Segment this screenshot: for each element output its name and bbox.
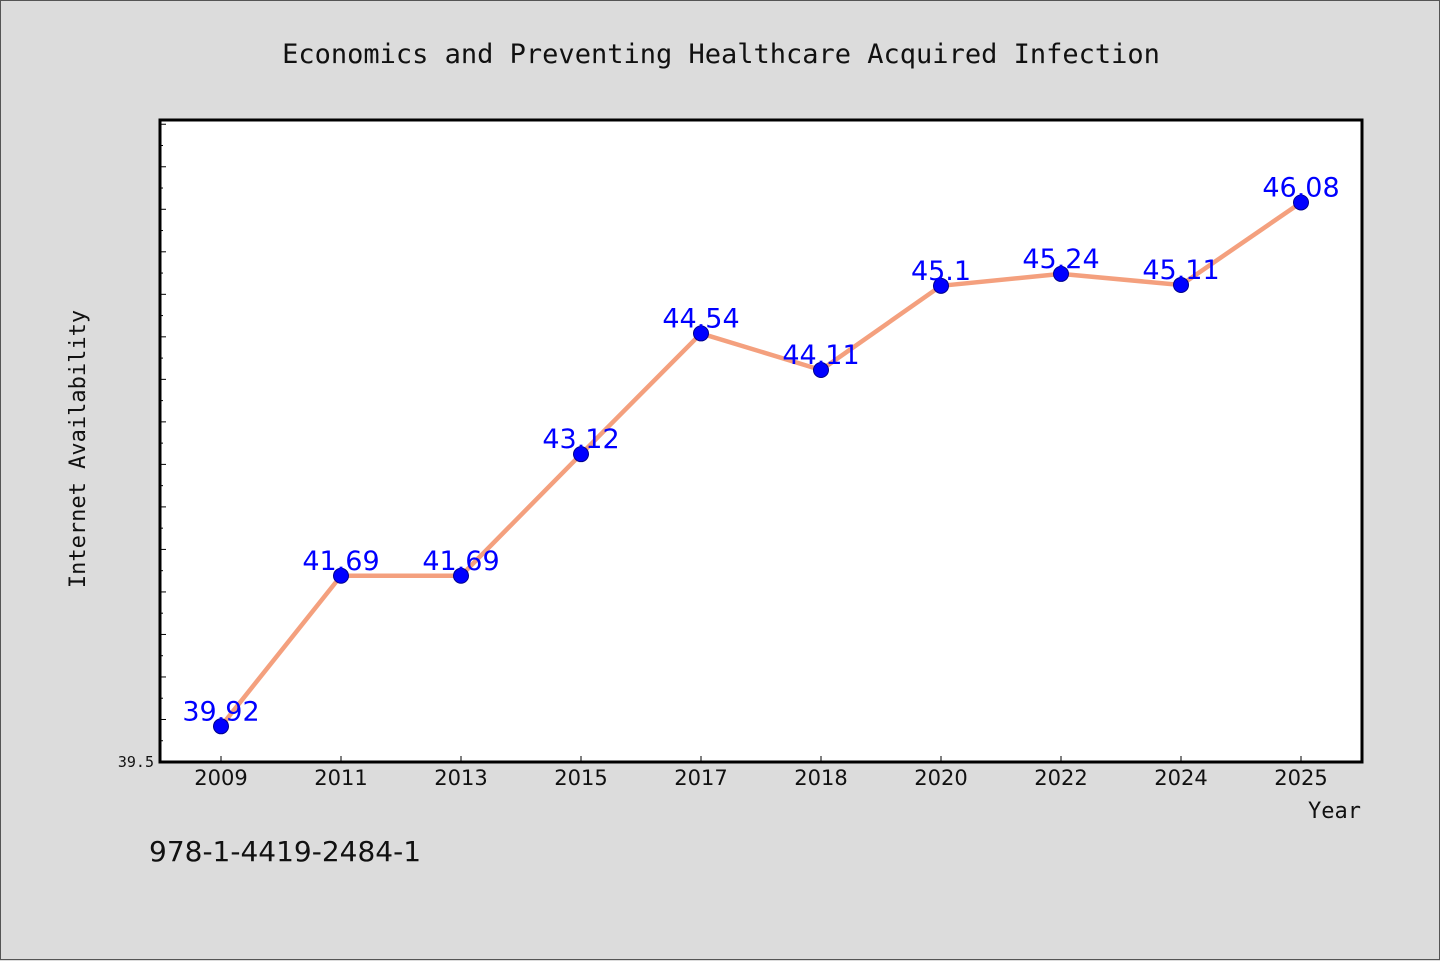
y-tick-label: 39.5 (118, 753, 154, 771)
data-label: 43.12 (542, 424, 619, 455)
data-label: 41.69 (422, 546, 499, 577)
data-point (333, 567, 349, 584)
data-label: 41.69 (302, 546, 379, 577)
isbn-text: 978-1-4419-2484-1 (149, 835, 422, 868)
data-point (933, 277, 949, 294)
data-point (693, 325, 709, 342)
series-markers (213, 194, 1309, 735)
data-label: 39.92 (182, 696, 259, 727)
data-labels: 39.92 41.69 41.69 43.12 44.54 44.11 45.1 45.24 4… (182, 172, 1339, 727)
data-point (573, 446, 589, 463)
data-label: 45.1 (911, 256, 971, 287)
x-tick-label: 2011 (314, 766, 367, 790)
x-tick-label: 2013 (434, 766, 487, 790)
data-point (213, 718, 229, 735)
x-tick-label: 2017 (674, 766, 727, 790)
x-axis-ticks (220, 756, 1302, 762)
data-label: 44.54 (662, 303, 739, 334)
y-axis-ticks (160, 123, 166, 763)
data-point (1173, 276, 1189, 293)
x-tick-label: 2025 (1274, 766, 1327, 790)
data-point (1053, 265, 1069, 282)
data-point (813, 361, 829, 378)
x-tick-label: 2018 (794, 766, 847, 790)
plot-area (158, 118, 1364, 764)
data-label: 44.11 (782, 340, 859, 371)
data-label: 45.24 (1022, 244, 1099, 275)
x-axis-label: Year (1308, 799, 1361, 824)
y-axis-label: Internet Availability (66, 310, 91, 588)
chart-title: Economics and Preventing Healthcare Acqu… (282, 39, 1160, 70)
x-tick-label: 2024 (1154, 766, 1207, 790)
series-line (219, 200, 1303, 728)
y-axis-tick-labels: 39.5 (118, 753, 154, 771)
x-tick-label: 2022 (1034, 766, 1087, 790)
x-tick-label: 2020 (914, 766, 967, 790)
x-tick-label: 2009 (194, 766, 247, 790)
data-label: 45.11 (1142, 255, 1219, 286)
data-point (453, 567, 469, 584)
x-axis-tick-labels: 2009 2011 2013 2015 2017 2018 2020 2022 2024 2025 (194, 766, 1327, 790)
data-label: 46.08 (1262, 172, 1339, 203)
data-point (1293, 194, 1309, 211)
x-tick-label: 2015 (554, 766, 607, 790)
